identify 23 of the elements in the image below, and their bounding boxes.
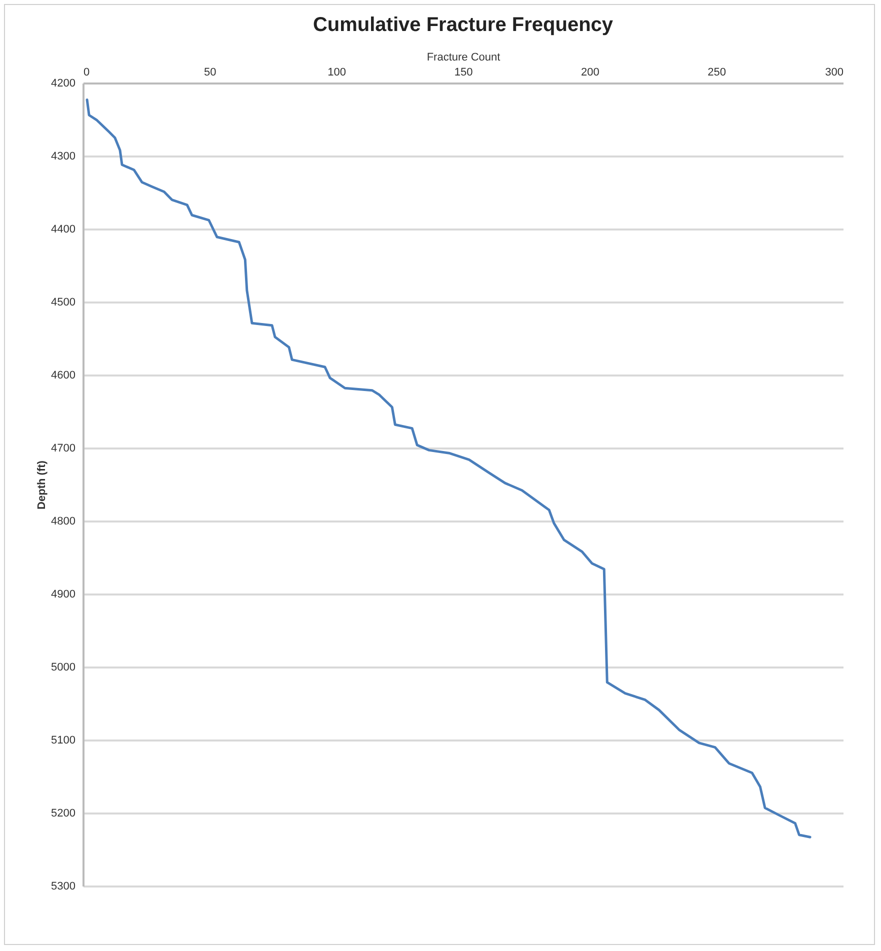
y-tick-label: 5100 (51, 734, 76, 746)
x-tick-label: 100 (328, 66, 346, 78)
y-tick-label: 4900 (51, 588, 76, 600)
x-tick-label: 150 (454, 66, 473, 78)
y-tick-label: 4400 (51, 224, 76, 236)
y-tick-label: 5300 (51, 880, 76, 892)
x-tick-label: 0 (84, 66, 90, 78)
x-tick-label: 300 (825, 66, 844, 78)
line-series (86, 98, 812, 838)
y-axis-title: Depth (ft) (36, 460, 48, 510)
y-tick-label: 4500 (51, 296, 76, 308)
y-tick-label: 4800 (51, 516, 76, 528)
x-axis-title: Fracture Count (426, 52, 500, 64)
x-tick-label: 50 (204, 66, 216, 78)
y-tick-label: 5000 (51, 662, 76, 674)
y-tick-label: 4700 (51, 442, 76, 454)
y-tick-label: 4200 (51, 78, 76, 90)
y-tick-label: 4300 (51, 150, 76, 162)
x-tick-label: 250 (708, 66, 726, 78)
x-tick-label: 200 (580, 66, 600, 78)
y-tick-label: 5200 (51, 808, 76, 820)
y-tick-label: 4600 (51, 370, 76, 382)
chart-title: Cumulative Fracture Frequency (312, 14, 614, 36)
